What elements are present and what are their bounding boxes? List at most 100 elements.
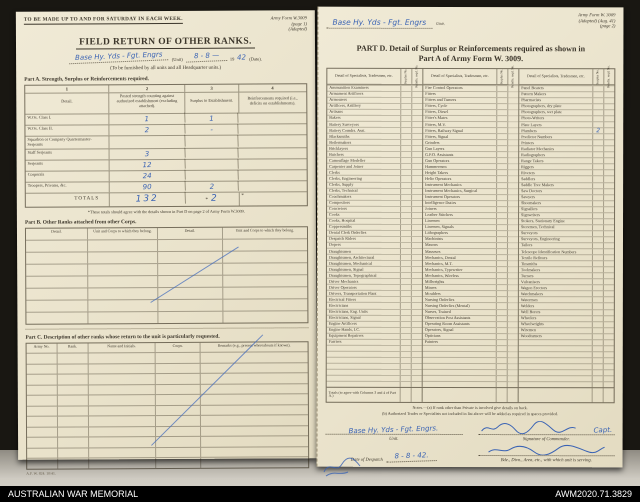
part-d-group: Detail of Specialists, Tradesmen, etc. Su… — [422, 65, 520, 388]
trade-name — [518, 382, 593, 388]
handwritten-year: 42 — [237, 53, 247, 62]
unit-label: Unit. — [436, 20, 445, 26]
part-d-totals-row — [518, 388, 614, 403]
empty-cell — [26, 300, 89, 312]
empty-cell — [88, 363, 156, 374]
empty-cell — [26, 395, 58, 406]
signature-scrawl — [481, 421, 577, 435]
trade-reinf-cell — [604, 382, 614, 387]
empty-cell — [26, 374, 58, 385]
form-ref-line3: (Adapted) — [288, 26, 307, 32]
empty-cell — [57, 353, 89, 364]
empty-row — [26, 372, 308, 385]
empty-cell — [158, 299, 224, 311]
unit-signature-col: Base Hy. Yds - Fgt. Engrs. Unit. — [325, 421, 463, 441]
page2-top-row: Base Hy. Yds - Fgt. Engrs Unit. Army For… — [326, 12, 615, 43]
column-header: Rank. — [57, 343, 89, 353]
empty-cell — [26, 240, 88, 252]
year-print: 19 — [229, 56, 235, 62]
surplus-col-header: Surplus No. — [593, 69, 605, 84]
empty-cell — [87, 239, 159, 252]
empty-row — [26, 414, 308, 427]
empty-row — [26, 382, 308, 395]
empty-cell — [201, 457, 308, 467]
empty-cell — [223, 311, 307, 322]
empty-cell — [26, 416, 58, 427]
empty-cell — [57, 437, 89, 448]
column-header: Unit and Corps to which they belong. — [87, 227, 159, 240]
empty-cell — [88, 437, 157, 448]
empty-cell — [26, 288, 89, 300]
part-a-detail: Squadron or Company Quartermaster-Serjea… — [25, 136, 110, 149]
empty-row — [26, 393, 308, 406]
weekly-note: TO BE MADE UP TO AND FOR SATURDAY IN EAC… — [23, 15, 183, 25]
empty-cell — [223, 275, 307, 286]
empty-cell — [57, 395, 89, 406]
signature-block: Base Hy. Yds - Fgt. Engrs. Unit. Capt. S… — [325, 419, 615, 463]
form-reference: Army Form W.3009 (page 1) (Adapted) — [271, 15, 307, 32]
empty-cell — [223, 287, 307, 298]
trade-surplus-cell — [496, 382, 508, 388]
empty-cell — [158, 239, 223, 251]
part-a-detail: Troopers, Privates, &c. — [25, 182, 111, 194]
part-d-header-row: Detail of Specialists, Tradesmen, etc. Su… — [519, 65, 615, 88]
empty-cell — [88, 311, 159, 324]
part-a-row: Corporals 24 — [25, 169, 307, 183]
empty-cell — [26, 406, 58, 416]
handwritten-unit: Base Hy. Yds - Fgt. Engrs — [69, 50, 169, 65]
column-header: Posted strength counting against authori… — [109, 93, 186, 114]
empty-row — [422, 380, 518, 388]
bde-scrawl — [488, 444, 605, 456]
part-a-detail: Serjeants — [25, 160, 110, 171]
trade-reinf-cell — [412, 382, 422, 387]
empty-cell — [57, 427, 89, 437]
note-b: (b) Authorized Trades or Specialists not… — [382, 410, 559, 416]
empty-cell — [88, 416, 157, 427]
empty-row — [26, 261, 308, 276]
part-a-body: W.Os. Class I. 1 1 W.Os. Class II. 2- Squadro… — [25, 112, 307, 194]
empty-cell — [88, 353, 156, 364]
part-a-footnote: *These totals should agree with the deta… — [87, 208, 245, 215]
column-header: Corps. — [155, 342, 201, 353]
empty-cell — [155, 352, 201, 363]
empty-cell — [158, 287, 224, 299]
form-page-2: Base Hy. Yds - Fgt. Engrs Unit. Army For… — [316, 6, 624, 468]
empty-cell — [26, 264, 89, 276]
furnish-note: (To be furnished by all units and all He… — [110, 65, 222, 72]
part-d-title-line2: Part A of Army Form W. 3009. — [418, 54, 524, 64]
archive-name: AUSTRALIAN WAR MEMORIAL — [8, 489, 139, 499]
part-a-row: Serjeants 12 — [25, 158, 307, 172]
totals-surplus-cell — [592, 388, 604, 403]
empty-cell — [158, 311, 224, 323]
empty-row — [26, 237, 308, 252]
part-d-header-row: Detail of Specialists, Tradesmen, etc. Su… — [327, 65, 423, 88]
form-reference: Army Form W. 3009 (Adapted) (Aug. 41) (p… — [578, 12, 615, 29]
footnote-star: * — [205, 198, 209, 204]
trade-name — [326, 381, 401, 387]
empty-cell — [27, 427, 58, 437]
empty-row — [26, 249, 308, 264]
table-header-row: Detail. Unit and Corps to which they belo… — [25, 227, 307, 240]
handwritten-unit: Base Hy. Yds - Fgt. Engrs — [326, 17, 433, 29]
reinf-col-header: Reinfts. reqd. No. — [604, 65, 614, 88]
part-a-total-surplus: * 2 — [185, 192, 240, 206]
empty-cell — [27, 458, 59, 469]
reinf-col-header-text: Reinfts. reqd. No. — [606, 65, 611, 88]
empty-cell — [26, 276, 89, 288]
commander-signature-label: Signature of Commander. — [522, 436, 570, 442]
empty-cell — [518, 388, 593, 403]
handwritten-unit: Base Hy. Yds - Fgt. Engrs. — [348, 424, 439, 436]
empty-cell — [88, 426, 157, 437]
empty-cell — [26, 252, 88, 264]
part-a-heading: Part A. Strength, Surplus or Reinforceme… — [24, 76, 150, 83]
col-num: 2 — [109, 85, 186, 93]
bde-label: Bde., Divn., Area, etc., with which unit… — [500, 457, 592, 463]
trade-surplus-cell — [592, 382, 604, 388]
part-a-row: Squadron or Company Quartermaster-Serjea… — [25, 134, 307, 150]
empty-cell — [88, 299, 159, 312]
form-page-1: TO BE MADE UP TO AND FOR SATURDAY IN EAC… — [15, 10, 318, 475]
empty-cell — [57, 406, 89, 416]
empty-cell — [57, 385, 89, 395]
handwritten-despatch-date: 8 - 8 - 42. — [386, 451, 438, 463]
